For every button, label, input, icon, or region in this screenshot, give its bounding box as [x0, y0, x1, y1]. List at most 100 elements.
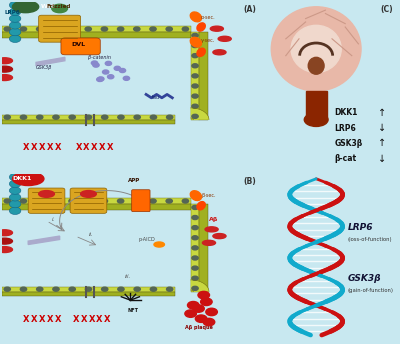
Circle shape	[192, 226, 198, 230]
Bar	[191, 204, 199, 292]
Circle shape	[20, 27, 26, 31]
Ellipse shape	[213, 50, 226, 55]
Circle shape	[182, 199, 188, 203]
Circle shape	[9, 35, 21, 43]
Text: X: X	[31, 143, 37, 152]
Circle shape	[9, 180, 21, 187]
Circle shape	[53, 199, 59, 203]
Circle shape	[91, 61, 98, 65]
Circle shape	[166, 199, 172, 203]
FancyBboxPatch shape	[39, 15, 80, 42]
Circle shape	[134, 287, 140, 291]
FancyBboxPatch shape	[61, 38, 100, 55]
Circle shape	[69, 199, 75, 203]
Text: X: X	[54, 143, 61, 152]
Ellipse shape	[197, 202, 205, 210]
Polygon shape	[191, 108, 209, 120]
Text: X: X	[39, 315, 45, 324]
Text: X: X	[107, 143, 113, 152]
Text: X: X	[99, 143, 106, 152]
Text: X: X	[23, 315, 30, 324]
Circle shape	[123, 76, 130, 80]
Text: X: X	[46, 143, 53, 152]
Ellipse shape	[291, 25, 341, 73]
Ellipse shape	[190, 37, 202, 47]
Circle shape	[4, 27, 10, 31]
Circle shape	[36, 27, 43, 31]
Circle shape	[192, 246, 198, 250]
Text: LRP6: LRP6	[348, 223, 373, 232]
Ellipse shape	[39, 191, 54, 197]
Circle shape	[192, 205, 198, 209]
Text: DKK1: DKK1	[335, 108, 358, 117]
Text: Wnt: Wnt	[41, 4, 56, 9]
Circle shape	[108, 75, 114, 79]
Circle shape	[200, 298, 212, 305]
Ellipse shape	[0, 66, 12, 72]
Polygon shape	[36, 57, 65, 66]
Circle shape	[192, 54, 198, 58]
Circle shape	[102, 287, 108, 291]
Ellipse shape	[308, 57, 324, 74]
Circle shape	[185, 310, 196, 317]
Ellipse shape	[190, 191, 202, 201]
Circle shape	[53, 287, 59, 291]
Text: NFT: NFT	[128, 308, 139, 313]
Circle shape	[97, 77, 103, 82]
Circle shape	[166, 27, 172, 31]
Ellipse shape	[202, 240, 216, 245]
Polygon shape	[306, 91, 327, 120]
Text: GSK3β: GSK3β	[335, 139, 363, 148]
Text: tau: tau	[151, 96, 160, 100]
Text: (B): (B)	[243, 177, 256, 186]
Circle shape	[192, 74, 198, 78]
Ellipse shape	[0, 238, 12, 244]
Circle shape	[118, 27, 124, 31]
Bar	[2, 115, 175, 120]
Circle shape	[118, 287, 124, 291]
Circle shape	[192, 33, 198, 37]
Circle shape	[20, 199, 26, 203]
Text: ↑: ↑	[378, 108, 386, 118]
Circle shape	[150, 27, 156, 31]
Circle shape	[4, 199, 10, 203]
Ellipse shape	[197, 48, 205, 56]
Circle shape	[192, 216, 198, 219]
Circle shape	[9, 28, 21, 36]
Text: X: X	[81, 315, 87, 324]
Text: γ-sec.: γ-sec.	[201, 38, 215, 43]
Circle shape	[9, 200, 21, 208]
Circle shape	[69, 27, 75, 31]
Text: ii.: ii.	[88, 232, 93, 237]
Text: ↓: ↓	[378, 123, 386, 133]
Bar	[2, 292, 175, 296]
Circle shape	[192, 256, 198, 260]
Ellipse shape	[12, 172, 44, 185]
Text: β-sec.: β-sec.	[201, 193, 216, 198]
Circle shape	[20, 287, 27, 291]
Circle shape	[134, 27, 140, 31]
Circle shape	[101, 27, 108, 31]
Circle shape	[150, 115, 156, 119]
Circle shape	[166, 115, 173, 119]
Ellipse shape	[154, 242, 164, 247]
Text: X: X	[54, 315, 61, 324]
Circle shape	[195, 315, 207, 322]
Text: Aβ: Aβ	[209, 217, 218, 222]
FancyBboxPatch shape	[132, 190, 150, 212]
Circle shape	[114, 66, 120, 70]
Circle shape	[134, 115, 140, 119]
Circle shape	[53, 115, 59, 119]
Circle shape	[102, 115, 108, 119]
Circle shape	[192, 104, 198, 108]
Circle shape	[85, 115, 92, 119]
Circle shape	[101, 199, 108, 203]
Ellipse shape	[0, 58, 12, 64]
Circle shape	[192, 44, 198, 47]
Ellipse shape	[218, 36, 231, 41]
Circle shape	[53, 27, 59, 31]
Circle shape	[105, 61, 112, 65]
Circle shape	[150, 199, 156, 203]
Ellipse shape	[0, 75, 12, 80]
Circle shape	[192, 94, 198, 98]
